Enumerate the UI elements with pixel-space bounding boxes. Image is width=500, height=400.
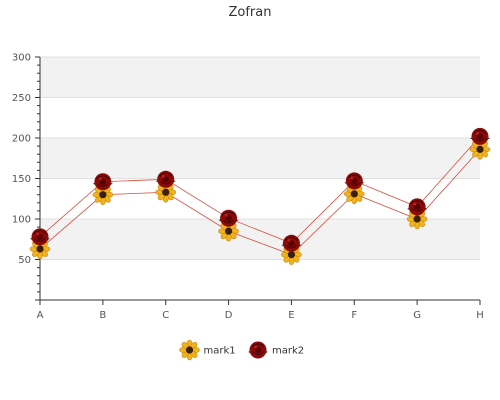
legend-label: mark2	[272, 346, 304, 357]
x-tick-label: B	[99, 310, 106, 321]
grid-band	[40, 57, 480, 98]
x-tick-label: F	[351, 310, 357, 321]
y-axis: 50 100 150 200 250 300	[12, 53, 41, 301]
y-tick-label: 50	[18, 255, 31, 266]
x-tick-label: D	[225, 310, 233, 321]
legend-label: mark1	[204, 346, 236, 357]
y-tick-label: 100	[12, 215, 31, 226]
grid-lines	[40, 56, 480, 260]
series-lines	[39, 136, 481, 256]
legend-marker-mark2	[247, 340, 269, 360]
legend: mark1 mark2	[179, 339, 304, 361]
series-line-mark2	[39, 136, 481, 244]
grid-band	[40, 138, 480, 179]
plot-bands	[40, 57, 480, 260]
chart-title: Zofran	[229, 5, 272, 20]
x-tick-label: A	[37, 310, 44, 321]
y-tick-label: 250	[12, 93, 31, 104]
x-axis: A B C D E F G H	[37, 299, 484, 321]
x-tick-label: G	[413, 310, 421, 321]
series-line-mark1	[39, 149, 481, 256]
x-tick-label: C	[162, 310, 169, 321]
grid-band	[40, 219, 480, 260]
x-tick-label: H	[476, 310, 484, 321]
y-tick-label: 200	[12, 134, 31, 145]
x-tick-label: E	[288, 310, 294, 321]
y-tick-label: 150	[12, 174, 31, 185]
y-tick-label: 300	[12, 53, 31, 64]
legend-marker-mark1	[179, 339, 200, 361]
